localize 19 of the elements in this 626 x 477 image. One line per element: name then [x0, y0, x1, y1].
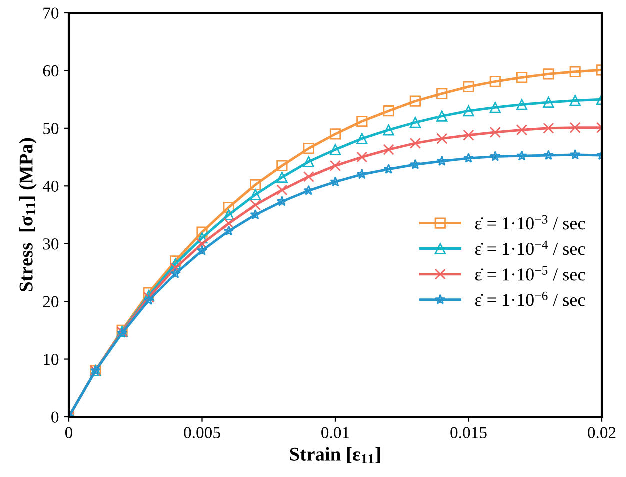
y-tick-label: 0 [52, 412, 59, 423]
y-tick-label: 30 [43, 238, 59, 250]
y-axis-title: Stress [σ$_{11}$] (MPa) [19, 138, 37, 292]
y-tick-label: 10 [44, 354, 59, 366]
legend-label: ε̇ = 1·10$^{−3}$ / sec [475, 215, 586, 230]
legend-label: ε̇ = 1·10$^{−4}$ / sec [475, 240, 586, 256]
y-tick-label: 40 [42, 180, 59, 192]
x-tick-label: 0 [65, 427, 73, 438]
y-tick-label: 20 [43, 296, 59, 308]
y-tick-label: 50 [44, 123, 59, 134]
x-tick-label: 0.015 [450, 427, 487, 439]
y-tick-label: 70 [44, 8, 59, 19]
y-tick-label: 60 [43, 65, 59, 77]
legend-label: ε̇ = 1·10$^{−5}$ / sec [475, 266, 586, 281]
legend-label: ε̇ = 1·10$^{−6}$ / sec [475, 292, 586, 306]
x-tick-label: 0.01 [322, 427, 350, 439]
x-tick-label: 0.02 [588, 427, 616, 439]
x-tick-label: 0.005 [184, 427, 220, 439]
x-axis-title: Strain [ε$_{11}$] [290, 447, 380, 464]
